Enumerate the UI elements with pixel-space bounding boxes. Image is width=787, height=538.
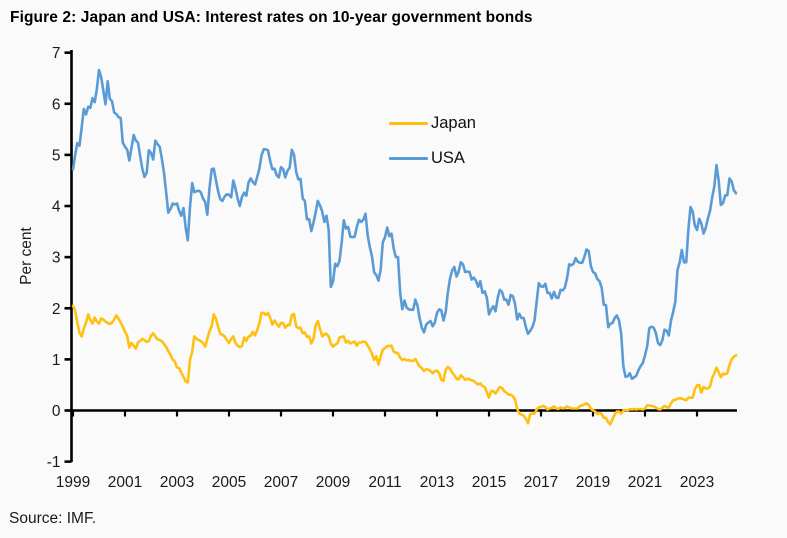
y-tick-label: 3	[52, 250, 61, 267]
japan-line-swatch	[389, 121, 428, 125]
y-tick-label: 1	[52, 352, 61, 369]
usa-line-swatch	[389, 156, 428, 160]
y-tick-label: 4	[52, 199, 61, 216]
series-line-usa	[71, 68, 738, 381]
x-tick-label: 2007	[264, 474, 298, 491]
y-tick-label: 7	[52, 45, 61, 62]
x-tick-label: 2023	[680, 474, 714, 491]
x-tick-label: 2019	[576, 474, 610, 491]
legend-item-usa: USA	[389, 147, 539, 169]
legend-label-japan: Japan	[431, 113, 476, 132]
x-tick-label: 2001	[108, 474, 142, 491]
chart-legend: Japan USA	[389, 112, 539, 182]
x-tick-label: 2011	[368, 474, 401, 491]
x-tick-label: 2021	[628, 474, 662, 491]
x-tick-label: 1999	[56, 474, 90, 491]
legend-item-japan: Japan	[389, 112, 539, 134]
x-tick-label: 2005	[212, 474, 246, 491]
chart-title: Figure 2: Japan and USA: Interest rates …	[10, 9, 533, 26]
y-tick-label: 5	[52, 147, 61, 164]
y-tick-label: 0	[52, 403, 61, 420]
x-tick-label: 2015	[472, 474, 506, 491]
x-tick-label: 2013	[420, 474, 454, 491]
y-tick-label: -1	[47, 454, 61, 471]
y-tick-label: 2	[52, 301, 61, 318]
source-note: Source: IMF.	[9, 510, 96, 527]
x-tick-label: 2009	[316, 474, 350, 491]
x-tick-label: 2017	[524, 474, 558, 491]
series-line-japan	[71, 304, 738, 426]
y-tick-label: 6	[52, 96, 61, 113]
x-tick-label: 2003	[160, 474, 194, 491]
legend-label-usa: USA	[431, 148, 465, 167]
